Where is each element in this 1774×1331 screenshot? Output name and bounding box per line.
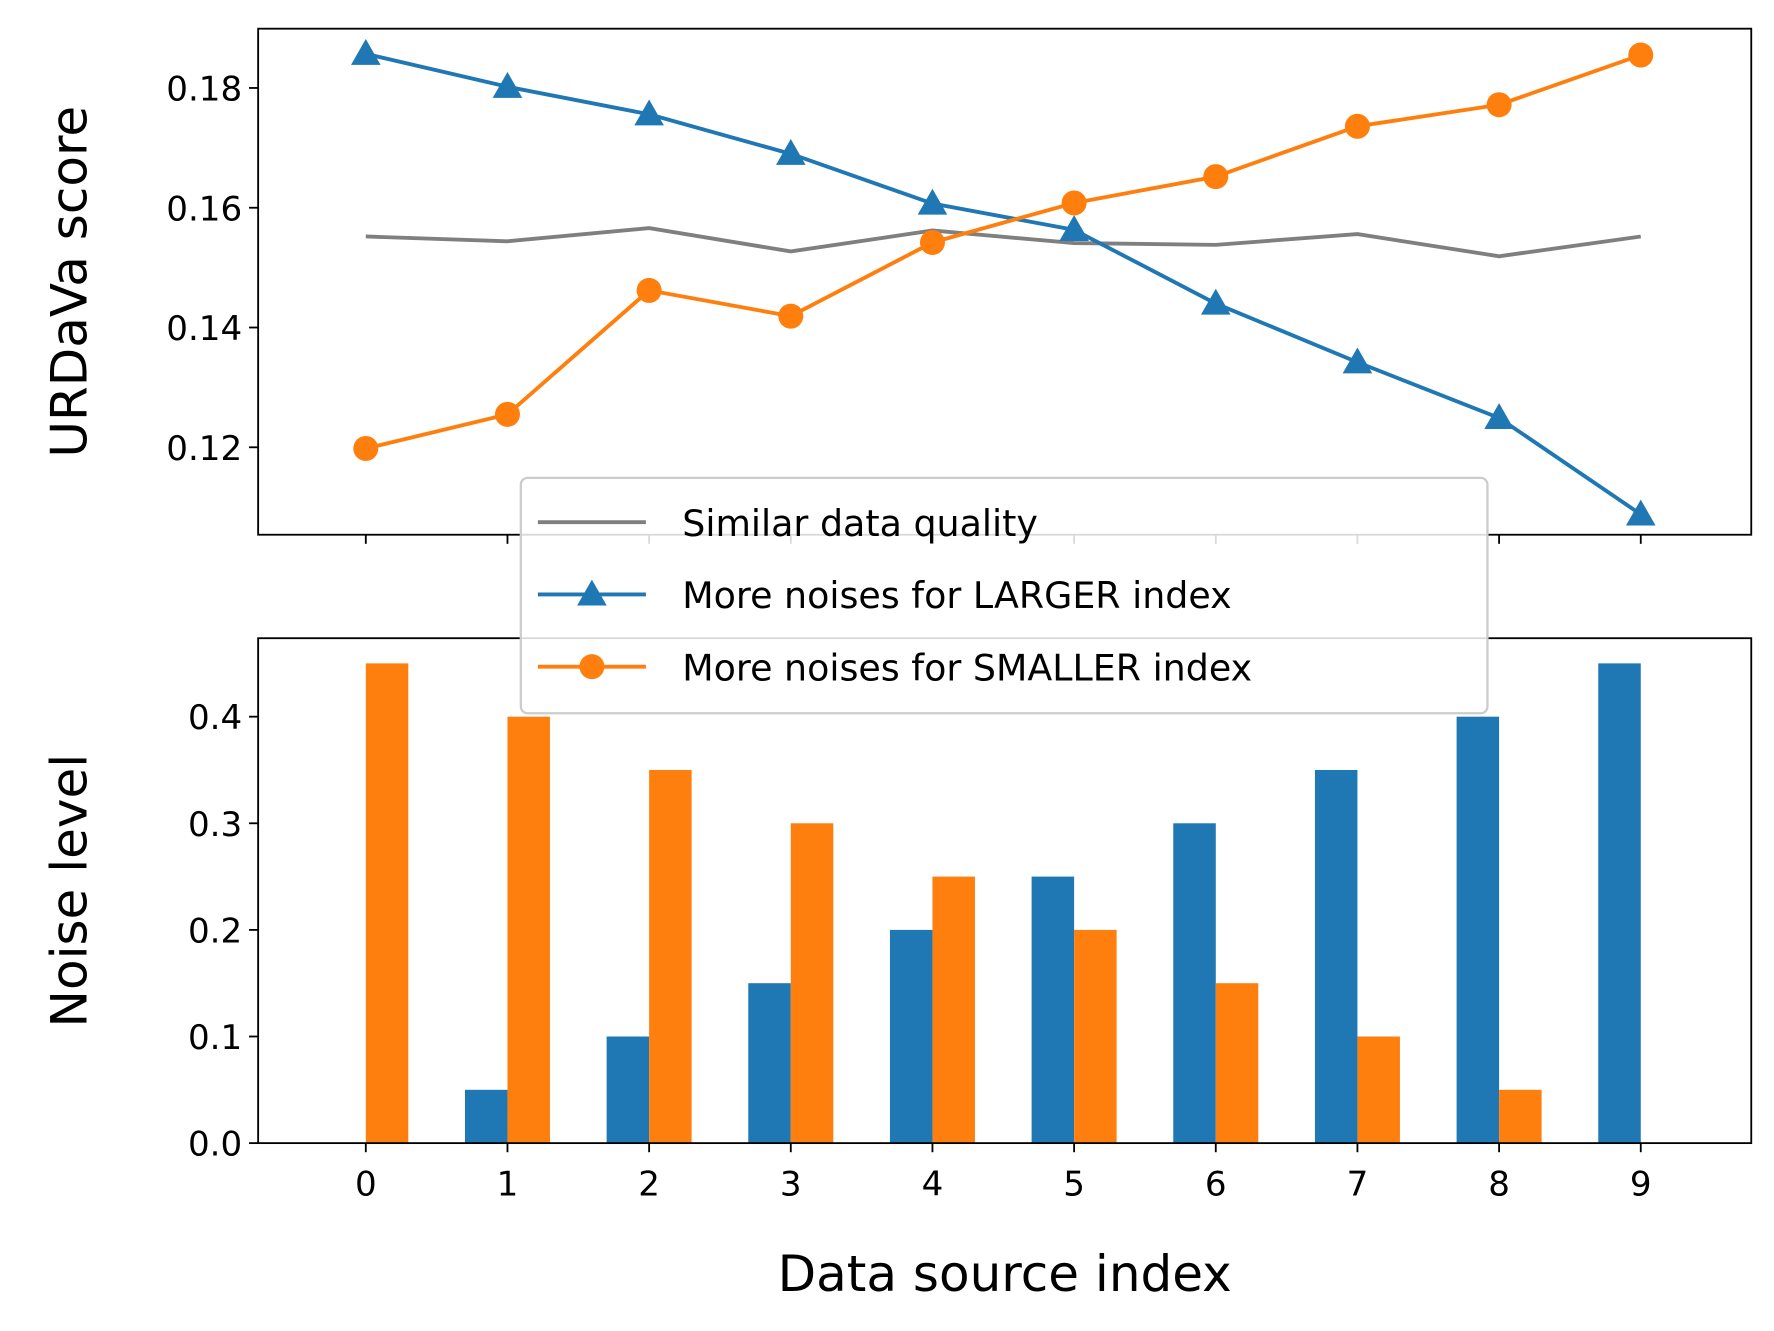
- bar: [464, 1089, 508, 1144]
- y-tick-label: 0.1: [188, 1018, 242, 1058]
- x-axis-label: Data source index: [778, 1245, 1232, 1303]
- bar: [1215, 983, 1259, 1144]
- plot-frame: [257, 27, 1753, 536]
- bar: [1314, 769, 1358, 1144]
- bar: [1598, 663, 1641, 1144]
- marker: [919, 229, 945, 255]
- marker: [1203, 164, 1229, 190]
- marker: [1200, 288, 1231, 315]
- y-axis-label: URDaVa score: [40, 106, 98, 458]
- marker: [917, 188, 948, 215]
- bar: [507, 716, 550, 1144]
- line-series: [365, 53, 1642, 451]
- bar: [1499, 1089, 1542, 1144]
- marker: [494, 401, 520, 427]
- legend-box: [519, 476, 1489, 715]
- y-tick-label: 0.18: [166, 69, 242, 109]
- x-tick-label: 9: [1630, 1164, 1652, 1204]
- marker: [577, 579, 607, 606]
- y-tick-label: 0.14: [166, 309, 242, 349]
- legend-label: Similar data quality: [682, 502, 1038, 545]
- marker: [579, 654, 605, 680]
- y-tick-label: 0.2: [188, 911, 242, 951]
- line-series: [365, 226, 1642, 259]
- x-tick-label: 0: [355, 1164, 377, 1204]
- marker: [1061, 190, 1087, 216]
- bar: [1031, 876, 1075, 1144]
- marker: [492, 71, 523, 98]
- bar: [606, 1036, 650, 1144]
- x-tick-label: 3: [780, 1164, 802, 1204]
- marker: [776, 139, 806, 165]
- x-tick-label: 8: [1488, 1164, 1510, 1204]
- y-tick-label: 0.3: [188, 805, 242, 845]
- bar: [1357, 1036, 1400, 1144]
- bar: [1074, 929, 1117, 1144]
- x-tick-label: 2: [638, 1164, 660, 1204]
- marker: [1344, 113, 1370, 139]
- marker: [636, 277, 662, 303]
- marker: [778, 303, 804, 329]
- line-series: [365, 51, 1642, 516]
- bar: [365, 663, 409, 1144]
- x-tick-label: 6: [1205, 1164, 1227, 1204]
- bar: [932, 876, 975, 1144]
- marker: [1342, 347, 1373, 374]
- legend: Similar data quality More noises for LARG…: [519, 476, 1489, 715]
- bar: [889, 929, 933, 1144]
- x-tick-label: 7: [1347, 1164, 1369, 1204]
- y-tick-label: 0.16: [166, 189, 242, 229]
- y-tick-label: 0.4: [188, 698, 242, 738]
- marker: [1625, 499, 1656, 526]
- bar: [1173, 823, 1216, 1144]
- bar: [748, 983, 791, 1144]
- bar: [790, 823, 834, 1144]
- marker: [1486, 92, 1512, 118]
- legend-label: More noises for SMALLER index: [682, 646, 1252, 689]
- marker: [353, 435, 379, 461]
- x-tick-label: 5: [1063, 1164, 1085, 1204]
- bar: [649, 769, 692, 1144]
- marker: [1059, 215, 1089, 241]
- legend-label: More noises for LARGER index: [682, 574, 1231, 617]
- y-axis-label: Noise level: [40, 754, 98, 1028]
- bar: [1456, 716, 1500, 1144]
- marker: [351, 39, 381, 65]
- x-tick-label: 1: [497, 1164, 519, 1204]
- x-tick-label: 4: [922, 1164, 944, 1204]
- marker: [1628, 42, 1654, 68]
- marker: [1484, 403, 1514, 430]
- y-tick-label: 0.12: [166, 429, 242, 469]
- y-tick-label: 0.0: [188, 1125, 242, 1165]
- marker: [634, 99, 664, 126]
